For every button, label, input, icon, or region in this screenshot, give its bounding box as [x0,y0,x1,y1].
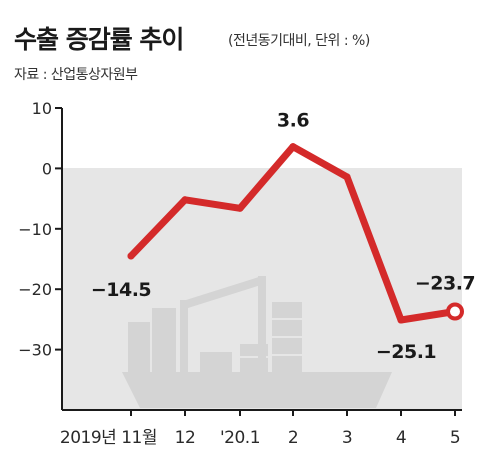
chart-source: 자료 : 산업통상자원부 [14,67,138,83]
data-point [181,196,189,204]
x-tick-label: 12 [175,428,196,448]
data-label: 3.6 [277,110,309,132]
x-tick-label: 3 [342,428,352,448]
y-tick-label: 0 [42,159,52,178]
y-tick-label: 10 [32,99,52,118]
data-label: −25.1 [376,341,436,363]
data-point [343,173,351,181]
x-tick-label: 4 [396,428,406,448]
data-label: −23.7 [415,273,475,295]
data-point [289,143,297,151]
data-point [397,316,405,324]
data-point [236,204,244,212]
x-tick-label: 2019년 11월 [60,428,157,448]
x-axis-ticks: 2019년 11월 12 '20.1 2 3 4 5 [60,410,461,448]
data-point-end-marker [446,302,464,321]
x-tick-label: 2 [288,428,298,448]
data-labels: −14.5 3.6 −25.1 −23.7 [91,110,476,363]
y-tick-label: −30 [18,341,52,360]
series-line-group [127,143,464,324]
y-tick-label: −10 [18,220,52,239]
x-tick-label: 5 [450,428,460,448]
y-axis-ticks: 10 0 −10 −20 −30 [18,99,62,360]
chart-subtitle: (전년동기대비, 단위 : %) [228,33,370,49]
data-label: −14.5 [91,279,151,301]
chart-title: 수출 증감률 추이 [14,25,184,54]
x-tick-label: '20.1 [220,428,260,448]
data-point [127,252,135,260]
y-tick-label: −20 [18,280,52,299]
cargo-ship-icon [122,276,392,408]
